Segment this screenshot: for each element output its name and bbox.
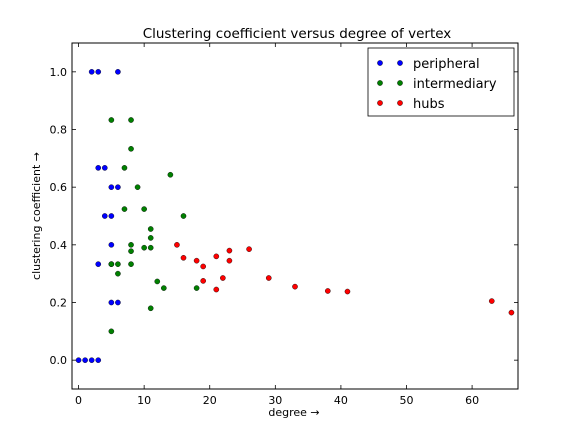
plot-frame xyxy=(71,42,519,390)
data-point-peripheral-13 xyxy=(108,242,115,248)
series-hubs xyxy=(174,242,515,316)
data-point-hubs-11 xyxy=(265,275,272,281)
data-point-intermediary-22 xyxy=(147,305,154,312)
data-point-hubs-3 xyxy=(200,263,206,270)
data-point-intermediary-12 xyxy=(141,244,147,251)
data-point-hubs-9 xyxy=(200,278,206,284)
data-point-intermediary-14 xyxy=(128,248,134,254)
data-point-hubs-0 xyxy=(174,242,180,248)
data-point-intermediary-15 xyxy=(108,261,115,267)
data-point-intermediary-18 xyxy=(115,270,121,277)
data-point-intermediary-4 xyxy=(167,171,174,178)
data-point-peripheral-17 xyxy=(115,299,121,306)
data-point-peripheral-1 xyxy=(82,357,88,363)
legend-box xyxy=(367,47,515,117)
data-point-hubs-2 xyxy=(193,257,200,264)
x-axis-label: degree → xyxy=(268,406,319,419)
data-point-peripheral-10 xyxy=(115,184,121,190)
x-tick-label: 60 xyxy=(465,394,479,407)
legend-marker-peripheral xyxy=(377,60,383,66)
legend-label-hubs: hubs xyxy=(413,97,445,112)
data-point-intermediary-6 xyxy=(121,206,128,212)
x-tick-label: 0 xyxy=(75,394,82,407)
data-point-hubs-15 xyxy=(488,298,495,304)
data-point-hubs-7 xyxy=(226,257,233,264)
legend-marker-intermediary xyxy=(377,80,383,86)
y-tick-label: 0.2 xyxy=(50,297,68,310)
data-point-intermediary-16 xyxy=(115,261,121,267)
data-point-intermediary-1 xyxy=(128,117,134,123)
data-point-intermediary-21 xyxy=(193,285,200,291)
data-point-intermediary-2 xyxy=(128,146,134,152)
x-tick-label: 30 xyxy=(268,394,282,407)
legend-marker-intermediary xyxy=(397,80,403,86)
data-point-intermediary-5 xyxy=(134,184,141,190)
legend-label-peripheral: peripheral xyxy=(413,57,480,72)
data-point-hubs-8 xyxy=(246,246,252,252)
data-point-hubs-12 xyxy=(292,283,298,290)
series-intermediary xyxy=(108,117,200,335)
data-point-hubs-13 xyxy=(324,288,331,294)
data-point-intermediary-19 xyxy=(154,278,161,285)
y-axis-label: clustering coefficient → xyxy=(30,152,43,280)
data-point-intermediary-8 xyxy=(180,213,187,219)
x-tick-label: 50 xyxy=(400,394,414,407)
data-point-peripheral-0 xyxy=(75,357,82,363)
data-point-peripheral-4 xyxy=(88,69,95,75)
data-point-peripheral-6 xyxy=(115,69,121,75)
data-point-intermediary-7 xyxy=(141,206,147,212)
legend: peripheral intermediary hubs xyxy=(367,47,515,117)
data-point-intermediary-9 xyxy=(147,226,154,232)
y-tick-label: 0.4 xyxy=(50,239,68,252)
data-point-intermediary-23 xyxy=(108,328,115,335)
x-tick-label: 40 xyxy=(334,394,348,407)
data-point-peripheral-5 xyxy=(95,69,102,75)
data-point-peripheral-14 xyxy=(95,261,102,267)
data-point-hubs-14 xyxy=(344,288,351,295)
data-point-intermediary-13 xyxy=(147,244,154,251)
data-point-hubs-16 xyxy=(508,309,515,316)
data-point-peripheral-9 xyxy=(108,184,115,190)
data-point-hubs-6 xyxy=(226,247,233,254)
data-point-intermediary-17 xyxy=(128,261,134,267)
legend-label-intermediary: intermediary xyxy=(413,77,497,92)
x-tick-label: 20 xyxy=(203,394,217,407)
data-point-peripheral-8 xyxy=(101,165,108,171)
data-point-peripheral-3 xyxy=(95,357,102,363)
y-tick-label: 0.0 xyxy=(50,354,68,367)
data-point-hubs-10 xyxy=(213,286,220,293)
data-point-intermediary-10 xyxy=(147,235,154,241)
y-tick-label: 0.6 xyxy=(50,181,68,194)
data-point-hubs-4 xyxy=(213,253,220,260)
data-marks xyxy=(75,69,515,363)
data-point-peripheral-2 xyxy=(88,357,95,363)
chart-title: Clustering coefficient versus degree of … xyxy=(143,26,452,42)
data-point-intermediary-11 xyxy=(128,242,134,248)
data-point-peripheral-12 xyxy=(108,213,115,219)
legend-marker-hubs xyxy=(377,100,383,106)
data-point-intermediary-0 xyxy=(108,117,115,123)
data-point-peripheral-7 xyxy=(95,165,102,171)
data-point-peripheral-16 xyxy=(108,299,115,306)
legend-marker-hubs xyxy=(397,100,403,106)
y-tick-label: 1.0 xyxy=(50,66,68,79)
data-point-intermediary-3 xyxy=(121,165,128,171)
series-peripheral xyxy=(75,69,121,363)
data-point-peripheral-11 xyxy=(101,213,108,219)
x-tick-label: 10 xyxy=(137,394,151,407)
legend-marker-peripheral xyxy=(397,60,403,66)
axes: 0 10 20 30 40 50 60 0.0 0.2 0.4 0.6 0.8 1.0 xyxy=(50,42,519,407)
data-point-intermediary-20 xyxy=(161,285,167,291)
data-point-hubs-1 xyxy=(180,255,187,261)
data-point-hubs-5 xyxy=(220,275,226,281)
y-tick-label: 0.8 xyxy=(50,124,68,137)
